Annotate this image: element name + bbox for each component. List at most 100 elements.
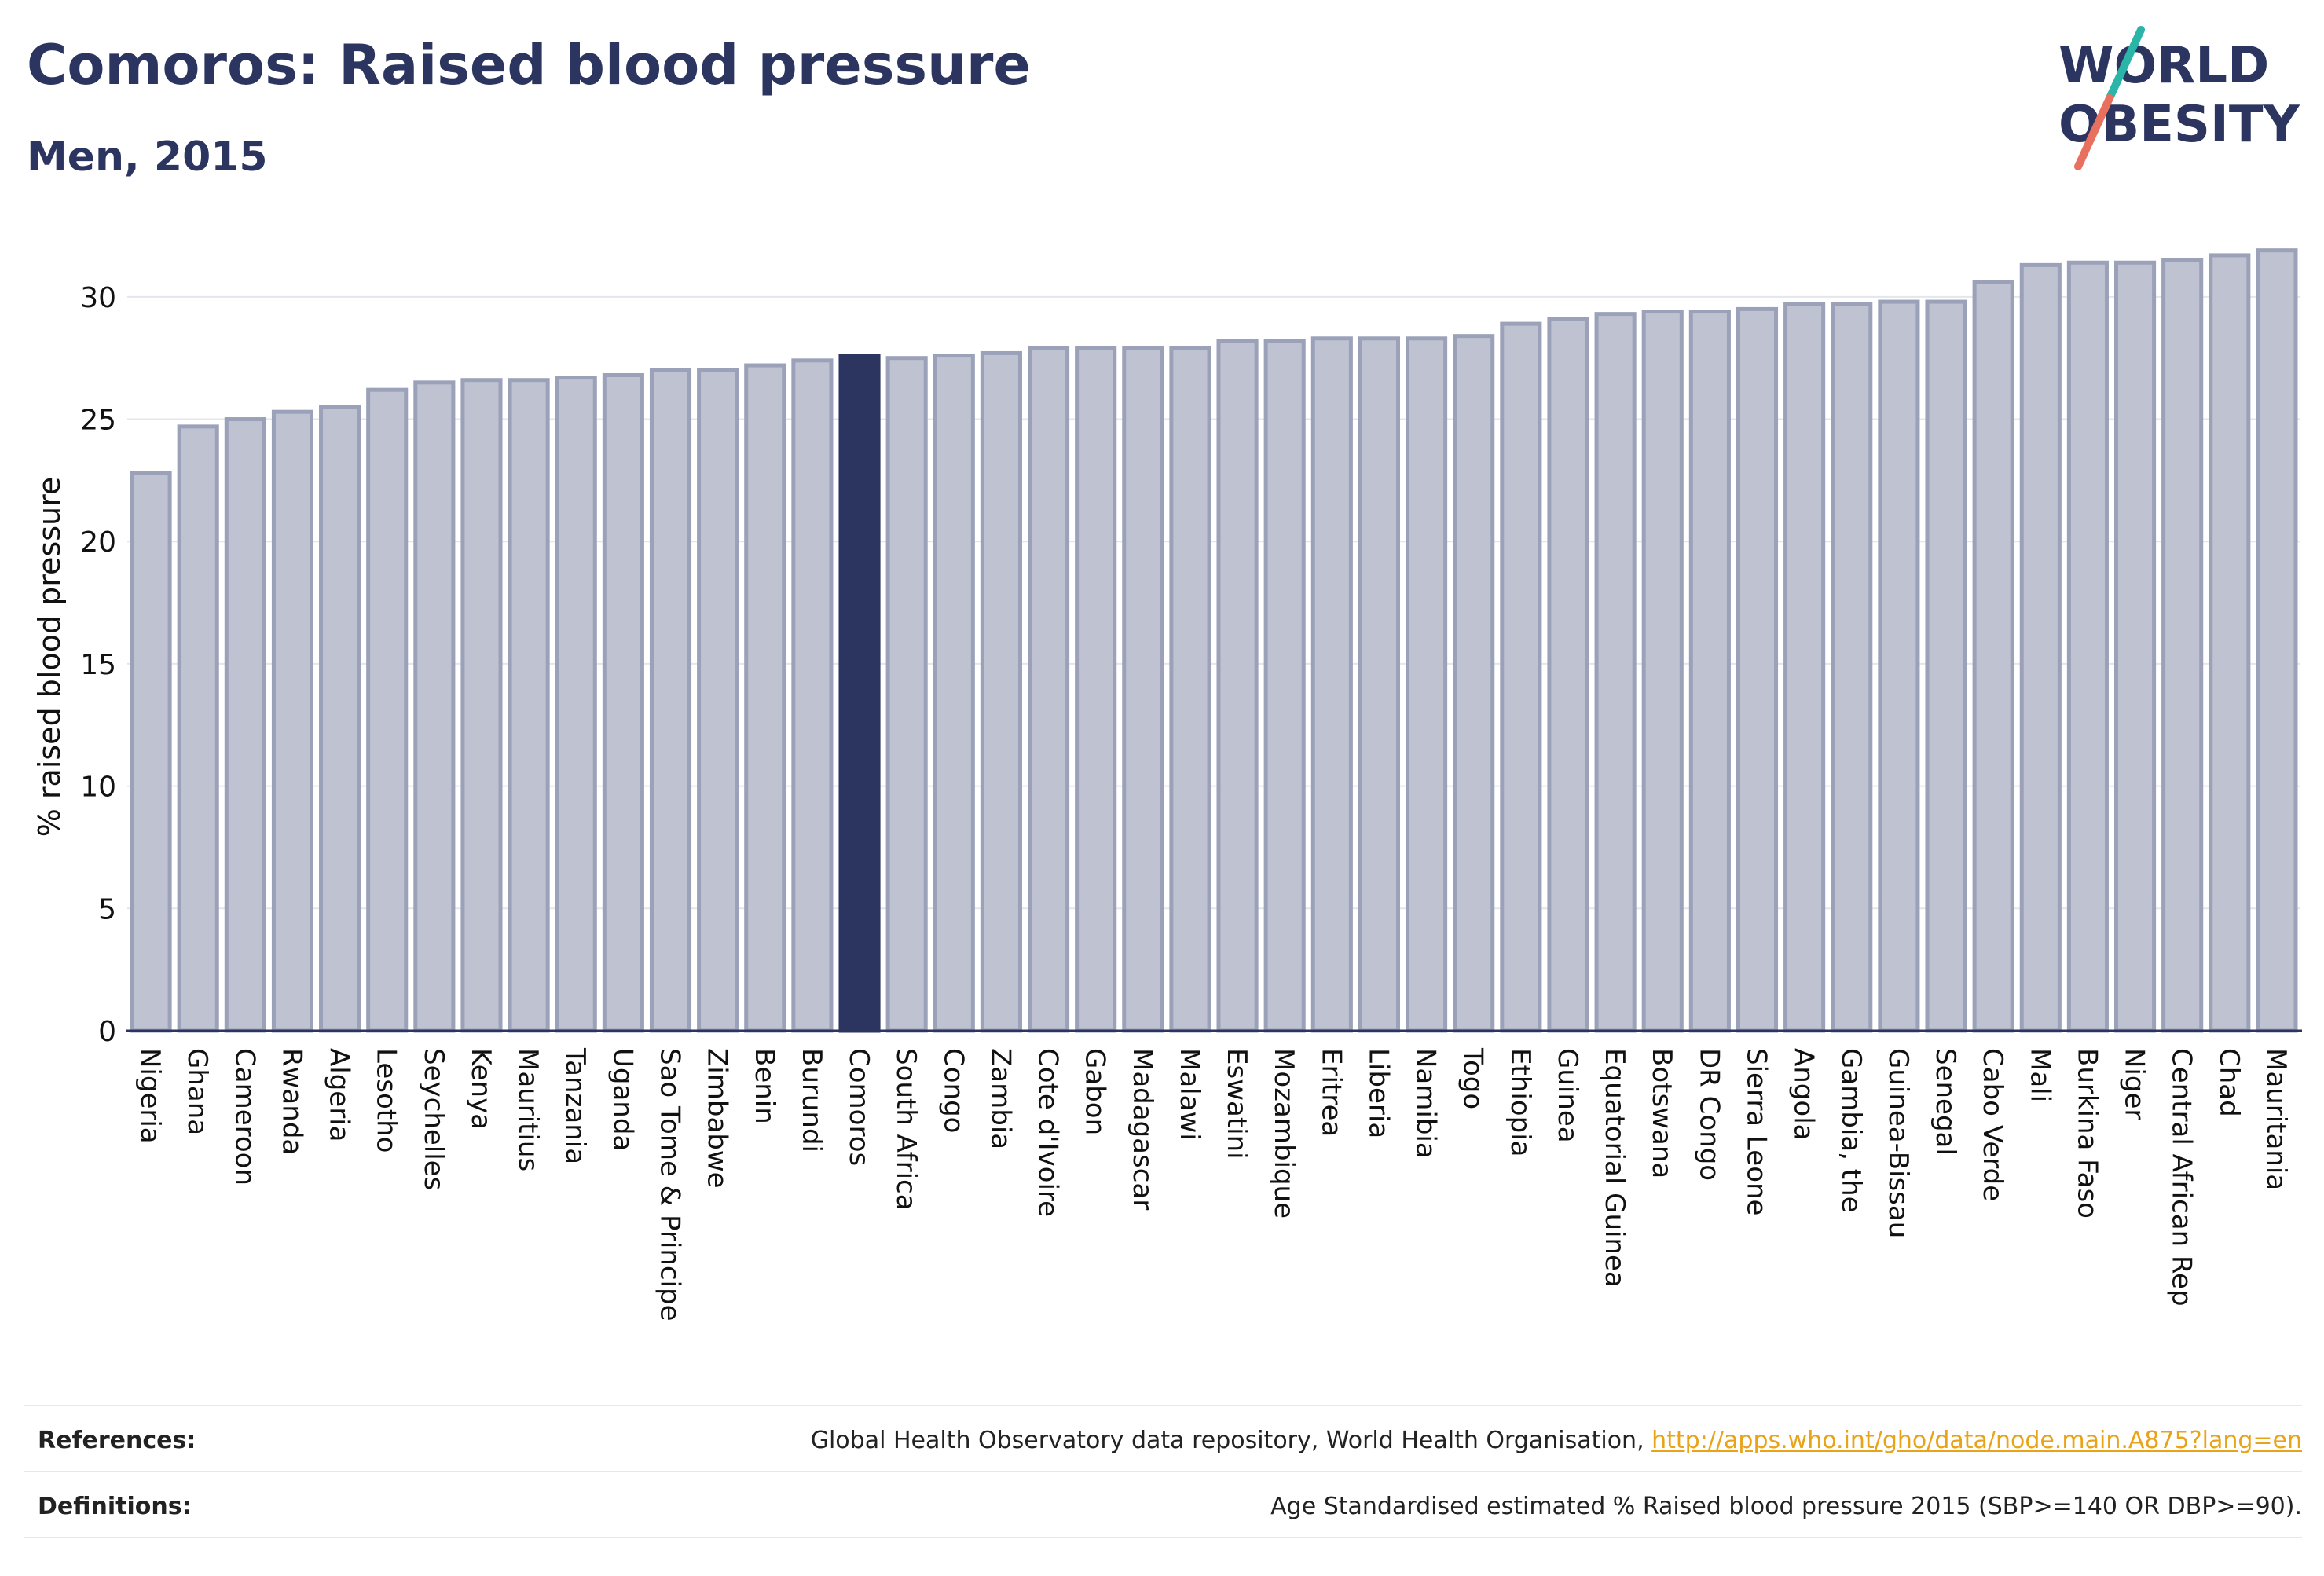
x-tick-label: Sao Tome & Principe [654,1048,686,1321]
y-tick-label: 15 [80,649,116,681]
x-tick-label: Mozambique [1268,1048,1299,1219]
bar-cameroon [224,417,266,1033]
x-tick-label: Mauritania [2260,1048,2292,1190]
bar-congo [933,354,975,1033]
bar-chart: 0 5 10 15 20 25 30 Nigeria Ghana Cameroon Rwanda A… [32,248,2302,1321]
x-tick-label: Zambia [984,1048,1016,1149]
bar-seychelles [413,380,456,1033]
bar-equatorial-guinea [1594,312,1637,1033]
x-tick-label: Congo [937,1048,969,1133]
x-tick-label: Burundi [796,1048,827,1153]
bar-zambia [980,350,1022,1033]
bar-togo [1453,334,1495,1033]
bar-algeria [319,405,361,1033]
bar-chad [2209,253,2251,1033]
bar-liberia [1358,336,1401,1033]
references-row: References: Global Health Observatory da… [24,1408,2302,1472]
x-tick-label: Benin [749,1048,780,1124]
x-tick-label: Kenya [465,1048,497,1130]
bars [130,248,2298,1033]
x-tick-label: Mali [2024,1048,2055,1102]
y-tick-label: 20 [80,526,116,559]
bar-cabo-verde [1972,280,2014,1033]
x-tick-label: Senegal [1930,1048,1961,1156]
x-tick-label: Cabo Verde [1977,1048,2008,1201]
bar-malawi [1169,346,1211,1033]
x-tick-label: Namibia [1410,1048,1442,1159]
footer-separator-top [24,1405,2302,1406]
bar-ghana [177,424,219,1033]
footer-separator-bottom [24,1537,2302,1538]
x-tick-label: Liberia [1362,1048,1394,1138]
x-tick-label: Sierra Leone [1741,1048,1772,1215]
x-tick-label: Tanzania [559,1047,591,1164]
definitions-row: Definitions: Age Standardised estimated … [24,1474,2302,1538]
bar-comoros [838,354,881,1033]
y-tick-label: 5 [98,893,116,925]
bar-sao-tome-principe [649,368,692,1033]
x-tick-label: South Africa [890,1048,922,1211]
bar-nigeria [130,471,172,1033]
x-tick-label: Zimbabwe [702,1048,733,1189]
bar-burundi [791,358,834,1033]
x-tick-label: Ethiopia [1505,1048,1536,1156]
x-tick-label: Cameroon [229,1048,260,1186]
world-obesity-logo: WORLD OBESITY [2058,26,2300,170]
y-tick-label: 25 [80,405,116,437]
bar-mauritius [508,378,550,1033]
x-tick-label: Niger [2119,1048,2150,1120]
bar-niger [2113,260,2157,1033]
bar-dr-congo [1688,310,1731,1033]
x-tick-label: Ghana [181,1048,213,1135]
chart-subtitle: Men, 2015 [27,134,268,181]
chart-title: Comoros: Raised blood pressure [27,33,1031,97]
x-tick-label: Burkina Faso [2071,1048,2102,1219]
bar-burkina-faso [2066,260,2109,1033]
x-tick-label: Lesotho [371,1048,402,1153]
bar-mali [2019,262,2062,1033]
bar-angola [1783,302,1826,1033]
bar-gambia-the [1831,302,1873,1033]
bar-mozambique [1263,339,1306,1033]
x-tick-label: Central African Rep [2166,1048,2198,1307]
x-tick-label: Guinea-Bissau [1882,1048,1914,1238]
logo-line1: WORLD [2058,37,2269,95]
x-tick-label: Guinea [1552,1048,1583,1143]
bar-gabon [1075,346,1117,1033]
x-tick-label: Malawi [1174,1048,1205,1141]
bar-ethiopia [1500,321,1542,1033]
references-label: References: [38,1427,196,1454]
bar-zimbabwe [697,368,739,1033]
references-link[interactable]: http://apps.who.int/gho/data/node.main.A… [1651,1427,2302,1454]
bar-uganda [602,372,644,1033]
bar-rwanda [271,409,314,1033]
y-axis-label: % raised blood pressure [32,477,67,837]
y-tick-label: 10 [80,772,116,804]
logo-slash-teal [2106,26,2145,102]
x-tick-label: DR Congo [1693,1048,1725,1181]
references-value: Global Health Observatory data repositor… [811,1427,2302,1454]
x-tick-label: Uganda [607,1048,638,1151]
x-tick-label: Cote d'Ivoire [1032,1048,1064,1217]
references-text: Global Health Observatory data repositor… [810,1427,1652,1454]
definitions-label: Definitions: [38,1493,192,1520]
x-tick-label: Seychelles [418,1048,449,1190]
bar-guinea [1547,317,1589,1033]
x-tick-labels: Nigeria Ghana Cameroon Rwanda Algeria Lesotho… [134,1047,2292,1321]
x-tick-label: Togo [1457,1047,1489,1109]
bar-namibia [1406,336,1448,1033]
x-tick-label: Gambia, the [1835,1048,1867,1213]
x-tick-label: Algeria [324,1048,355,1142]
bar-eritrea [1310,336,1353,1033]
x-tick-label: Equatorial Guinea [1599,1048,1630,1288]
bar-tanzania [555,376,597,1033]
bar-lesotho [366,387,409,1033]
bar-senegal [1925,299,1967,1033]
bar-benin [744,363,786,1033]
x-tick-label: Eritrea [1315,1048,1347,1137]
x-tick-label: Comoros [843,1048,874,1166]
bar-south-africa [885,356,928,1033]
bar-sierra-leone [1736,306,1779,1033]
x-tick-label: Eswatini [1221,1048,1252,1160]
bar-guinea-bissau [1878,299,1920,1033]
